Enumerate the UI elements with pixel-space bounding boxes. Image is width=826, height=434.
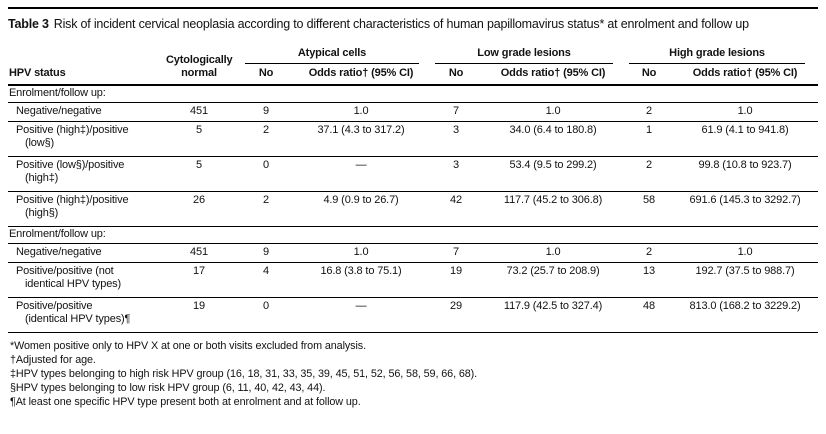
col-header-atypical-odds-ratio: Odds ratio† (95% CI) — [290, 63, 432, 86]
group-header-high-grade-lesions: High grade lesions — [626, 46, 818, 64]
cell-atypical-odds-ratio: 1.0 — [290, 243, 432, 263]
footnotes: *Women positive only to HPV X at one or … — [8, 339, 818, 409]
section-header-row: Enrolment/follow up: — [8, 84, 819, 103]
cell-low-odds-ratio: 1.0 — [480, 102, 627, 122]
row-label: Positive (high‡)/positive (high§) — [8, 191, 156, 227]
cell-high-no: 2 — [626, 243, 673, 263]
cell-low-no: 3 — [432, 121, 480, 157]
cell-low-odds-ratio: 53.4 (9.5 to 299.2) — [480, 156, 627, 192]
cell-high-no: 13 — [626, 262, 673, 298]
cell-high-no: 2 — [626, 102, 673, 122]
top-rule-divider — [8, 7, 818, 9]
cell-atypical-odds-ratio: 1.0 — [290, 102, 432, 122]
footnote-pilcrow: ¶At least one specific HPV type present … — [10, 395, 361, 408]
table-row: Positive/positive (identical HPV types)¶ 1… — [8, 297, 819, 333]
row-label: Positive/positive (identical HPV types)¶ — [8, 297, 156, 333]
cell-low-odds-ratio: 34.0 (6.4 to 180.8) — [480, 121, 627, 157]
cell-atypical-no: 2 — [242, 191, 290, 227]
col-header-high-no: No — [626, 63, 673, 86]
cell-atypical-no: 4 — [242, 262, 290, 298]
col-header-cytologically-normal: Cytologically normal — [156, 45, 242, 86]
sub-header-row: No Odds ratio† (95% CI) No Odds ratio† (… — [8, 63, 819, 86]
cell-cytologically-normal: 451 — [156, 102, 242, 122]
cell-low-odds-ratio: 117.7 (45.2 to 306.8) — [480, 191, 627, 227]
cell-low-no: 7 — [432, 243, 480, 263]
cell-cytologically-normal: 5 — [156, 156, 242, 192]
cell-high-odds-ratio: 99.8 (10.8 to 923.7) — [672, 156, 819, 192]
cell-high-no: 2 — [626, 156, 673, 192]
table-row: Positive (high‡)/positive (high§) 26 2 4.9 (… — [8, 191, 819, 227]
row-label: Negative/negative — [8, 243, 156, 263]
cell-low-no: 42 — [432, 191, 480, 227]
cell-atypical-no: 0 — [242, 297, 290, 333]
cell-low-no: 3 — [432, 156, 480, 192]
cell-cytologically-normal: 5 — [156, 121, 242, 157]
footnote-asterisk: *Women positive only to HPV X at one or … — [10, 339, 366, 352]
cell-high-odds-ratio: 61.9 (4.1 to 941.8) — [672, 121, 819, 157]
cell-high-no: 48 — [626, 297, 673, 333]
section-label: Enrolment/follow up: — [8, 226, 819, 244]
cell-low-odds-ratio: 117.9 (42.5 to 327.4) — [480, 297, 627, 333]
cell-low-no: 7 — [432, 102, 480, 122]
cell-high-no: 1 — [626, 121, 673, 157]
row-label: Negative/negative — [8, 102, 156, 122]
cell-high-no: 58 — [626, 191, 673, 227]
row-label: Positive/positive (not identical HPV type… — [8, 262, 156, 298]
results-table: HPV status Cytologically normal Atypical… — [8, 45, 819, 333]
footnote-dagger: †Adjusted for age. — [10, 353, 96, 366]
col-header-low-no: No — [432, 63, 480, 86]
col-header-hpv-status: HPV status — [8, 45, 156, 86]
col-header-atypical-no: No — [242, 63, 290, 86]
cell-atypical-no: 0 — [242, 156, 290, 192]
table-row: Positive (low§)/positive (high‡) 5 0—3 53.4 … — [8, 156, 819, 192]
cell-high-odds-ratio: 192.7 (37.5 to 988.7) — [672, 262, 819, 298]
cell-low-no: 29 — [432, 297, 480, 333]
table-row: Negative/negative 451 9 1.0 7 1.0 2 1.0 — [8, 243, 819, 263]
cell-atypical-odds-ratio: — — [290, 156, 432, 192]
table-row: Positive (high‡)/positive (low§) 5 2 37.1 (4… — [8, 121, 819, 157]
row-label: Positive (low§)/positive (high‡) — [8, 156, 156, 192]
cell-high-odds-ratio: 691.6 (145.3 to 3292.7) — [672, 191, 819, 227]
col-header-low-odds-ratio: Odds ratio† (95% CI) — [480, 63, 627, 86]
cell-cytologically-normal: 451 — [156, 243, 242, 263]
col-header-high-odds-ratio: Odds ratio† (95% CI) — [672, 63, 819, 86]
cell-atypical-odds-ratio: 4.9 (0.9 to 26.7) — [290, 191, 432, 227]
cell-atypical-odds-ratio: 16.8 (3.8 to 75.1) — [290, 262, 432, 298]
table-row: Negative/negative 451 9 1.0 7 1.0 2 1.0 — [8, 102, 819, 122]
group-header-row: HPV status Cytologically normal Atypical… — [8, 45, 818, 86]
section-label: Enrolment/follow up: — [8, 84, 819, 103]
cell-low-no: 19 — [432, 262, 480, 298]
footnote-double-dagger: ‡HPV types belonging to high risk HPV gr… — [10, 367, 478, 380]
group-header-low-grade-lesions: Low grade lesions — [432, 46, 626, 64]
table-row: Positive/positive (not identical HPV type… — [8, 262, 819, 298]
table-caption-text: Risk of incident cervical neoplasia acco… — [53, 17, 749, 31]
table-caption: Table 3 Risk of incident cervical neoplas… — [8, 17, 802, 33]
cell-low-odds-ratio: 1.0 — [480, 243, 627, 263]
table-body: Enrolment/follow up: Negative/negative 451… — [8, 84, 819, 333]
footnote-section-mark: §HPV types belonging to low risk HPV gro… — [10, 381, 326, 394]
cell-high-odds-ratio: 1.0 — [672, 102, 819, 122]
cell-low-odds-ratio: 73.2 (25.7 to 208.9) — [480, 262, 627, 298]
cell-high-odds-ratio: 1.0 — [672, 243, 819, 263]
cell-atypical-odds-ratio: 37.1 (4.3 to 317.2) — [290, 121, 432, 157]
section-header-row: Enrolment/follow up: — [8, 226, 819, 244]
row-label: Positive (high‡)/positive (low§) — [8, 121, 156, 157]
cell-cytologically-normal: 19 — [156, 297, 242, 333]
cell-atypical-no: 9 — [242, 243, 290, 263]
cell-atypical-odds-ratio: — — [290, 297, 432, 333]
table-number: Table 3 — [8, 17, 49, 31]
cell-cytologically-normal: 17 — [156, 262, 242, 298]
cell-high-odds-ratio: 813.0 (168.2 to 3229.2) — [672, 297, 819, 333]
cell-cytologically-normal: 26 — [156, 191, 242, 227]
cell-atypical-no: 9 — [242, 102, 290, 122]
cell-atypical-no: 2 — [242, 121, 290, 157]
group-header-atypical-cells: Atypical cells — [242, 46, 432, 64]
